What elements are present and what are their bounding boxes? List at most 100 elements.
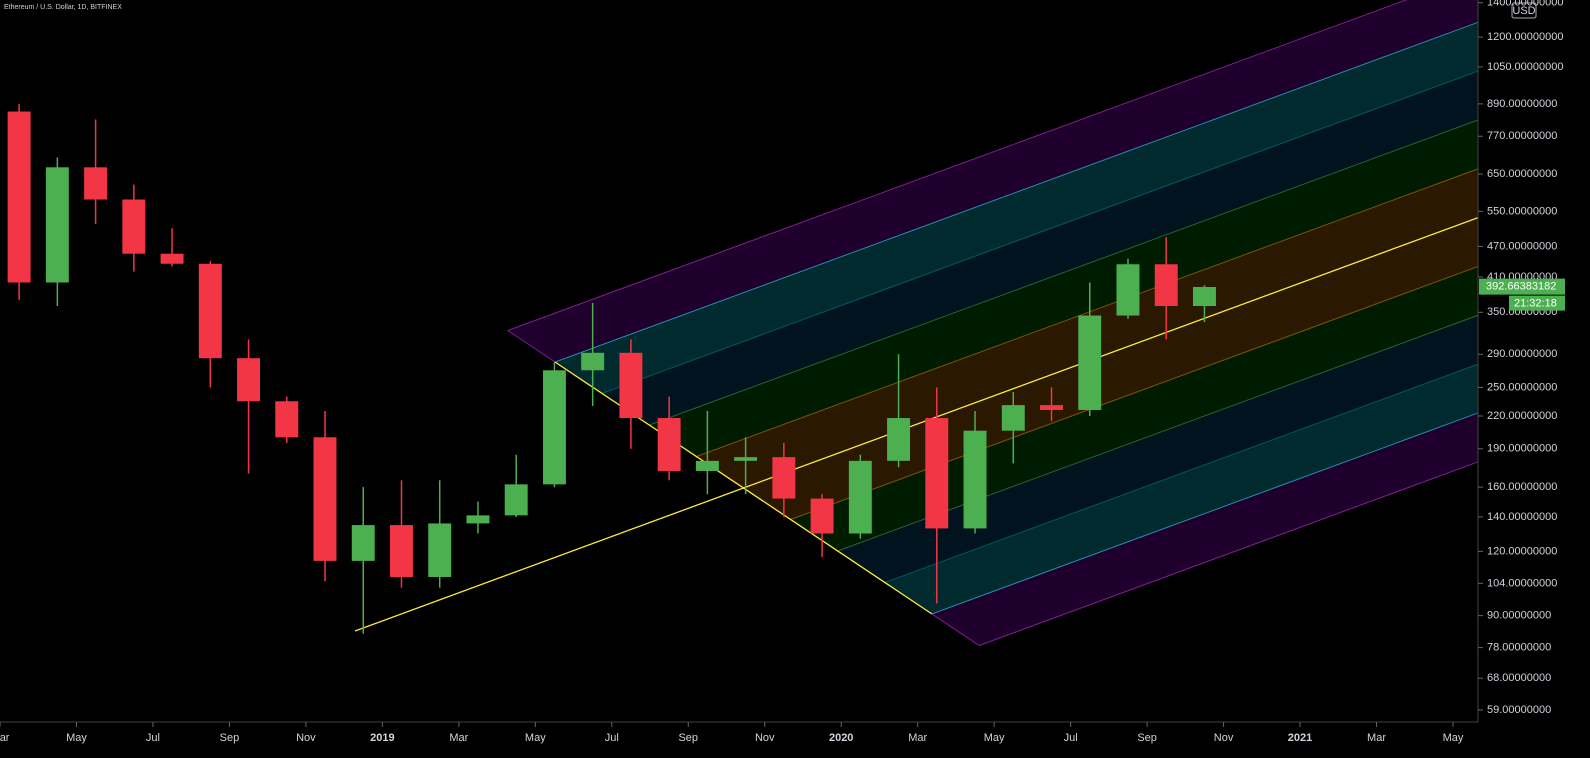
y-tick-label: 78.00000000	[1487, 642, 1551, 654]
pitchfork-band	[649, 119, 1478, 457]
x-tick-label: Mar	[1367, 732, 1386, 744]
candle-body	[428, 523, 452, 577]
candle-body	[542, 370, 566, 485]
pitchfork-level	[507, 0, 1408, 331]
candle-body	[351, 525, 375, 561]
y-tick-label: 290.00000000	[1487, 348, 1557, 360]
pitchfork	[354, 0, 1478, 646]
y-tick-label: 1400.00000000	[1487, 0, 1563, 9]
y-tick-label: 140.00000000	[1487, 511, 1557, 523]
candle-body	[1078, 315, 1102, 410]
pitchfork-level	[554, 21, 1478, 363]
x-tick-label: 2020	[829, 732, 853, 744]
candle-body	[237, 358, 261, 402]
pitchfork-level	[649, 119, 1478, 426]
candle-body	[657, 418, 681, 471]
pitchfork-band	[555, 22, 1478, 394]
y-tick-label: 104.00000000	[1487, 577, 1557, 589]
pitchfork-band	[790, 266, 1478, 551]
y-tick-label: 120.00000000	[1487, 545, 1557, 557]
pitchfork-band	[837, 315, 1478, 583]
candle-body	[887, 418, 911, 461]
x-tick-label: 2021	[1288, 732, 1312, 744]
candle-body	[504, 484, 528, 516]
candle-body	[45, 167, 69, 283]
pitchfork-band	[602, 71, 1478, 425]
x-tick-label: Mar	[908, 732, 927, 744]
candle-body	[390, 525, 413, 577]
candle-body	[772, 457, 796, 499]
x-tick-label: May	[66, 732, 87, 744]
chart-title: Ethereum / U.S. Dollar, 1D, BITFINEX	[4, 4, 122, 11]
plot-area	[7, 103, 1216, 634]
candle-body	[7, 111, 31, 283]
countdown-box	[1509, 295, 1565, 311]
y-tick-label: 250.00000000	[1487, 381, 1557, 393]
candle-body	[466, 515, 490, 524]
pitchfork-level	[884, 363, 1478, 583]
candle-body	[1116, 264, 1140, 316]
y-tick-label: 550.00000000	[1487, 205, 1557, 217]
last-price-label: 392.66383182	[1486, 281, 1556, 293]
x-tick-label: Nov	[755, 732, 775, 744]
candle-body	[160, 253, 184, 264]
pitchfork-band	[884, 364, 1478, 614]
x-tick-label: May	[1443, 732, 1464, 744]
candle-body	[581, 352, 605, 371]
x-tick-label: Mar	[449, 732, 468, 744]
candle-body	[1001, 405, 1025, 431]
y-tick-label: 220.00000000	[1487, 410, 1557, 422]
y-tick-label: 90.00000000	[1487, 610, 1551, 622]
candle-body	[619, 352, 643, 419]
x-tick-label: Jul	[146, 732, 160, 744]
candle-body	[1040, 405, 1063, 410]
candle-body	[848, 460, 872, 534]
x-tick-label: Sep	[220, 732, 240, 744]
candle-body	[1154, 264, 1178, 307]
candle-body	[734, 457, 758, 461]
pitchfork-median	[354, 216, 1478, 632]
x-tick-label: 2019	[370, 732, 394, 744]
x-tick-label: Jul	[1064, 732, 1078, 744]
x-tick-label: Sep	[1137, 732, 1157, 744]
y-tick-label: 1200.00000000	[1487, 31, 1563, 43]
candle-body	[122, 199, 146, 254]
y-tick-label: 890.00000000	[1487, 98, 1557, 110]
pitchfork-band	[932, 413, 1478, 646]
currency-box	[1511, 2, 1537, 19]
y-tick-label: 59.00000000	[1487, 704, 1551, 716]
y-tick-label: 160.00000000	[1487, 481, 1557, 493]
y-tick-label: 1050.00000000	[1487, 61, 1563, 73]
candle-body	[198, 263, 222, 359]
x-tick-label: Sep	[678, 732, 698, 744]
x-tick-label: May	[525, 732, 546, 744]
x-tick-label: Nov	[296, 732, 316, 744]
y-tick-label: 68.00000000	[1487, 672, 1551, 684]
candle-body	[313, 437, 337, 561]
pitchfork-level	[601, 70, 1478, 394]
candle-body	[963, 430, 987, 529]
pitchfork-level	[931, 412, 1478, 615]
candle-body	[275, 401, 299, 438]
pitchfork-level	[978, 461, 1478, 646]
pitchfork-band	[507, 0, 1478, 362]
candle-body	[84, 167, 108, 200]
candle-body	[810, 498, 834, 534]
y-tick-label: 770.00000000	[1487, 130, 1557, 142]
y-tick-label: 470.00000000	[1487, 240, 1557, 252]
x-tick-label: May	[984, 732, 1005, 744]
currency: USD	[1512, 5, 1535, 17]
x-tick-label: Jul	[605, 732, 619, 744]
last-price-box	[1479, 278, 1565, 295]
y-tick-label: 190.00000000	[1487, 443, 1557, 455]
candle-body	[1192, 287, 1216, 307]
x-tick-label: Mar	[0, 732, 10, 744]
candle-body	[695, 460, 719, 471]
y-tick-label: 650.00000000	[1487, 168, 1557, 180]
countdown: 21:32:18	[1514, 298, 1557, 310]
candle-body	[925, 418, 949, 529]
x-tick-label: Nov	[1214, 732, 1234, 744]
